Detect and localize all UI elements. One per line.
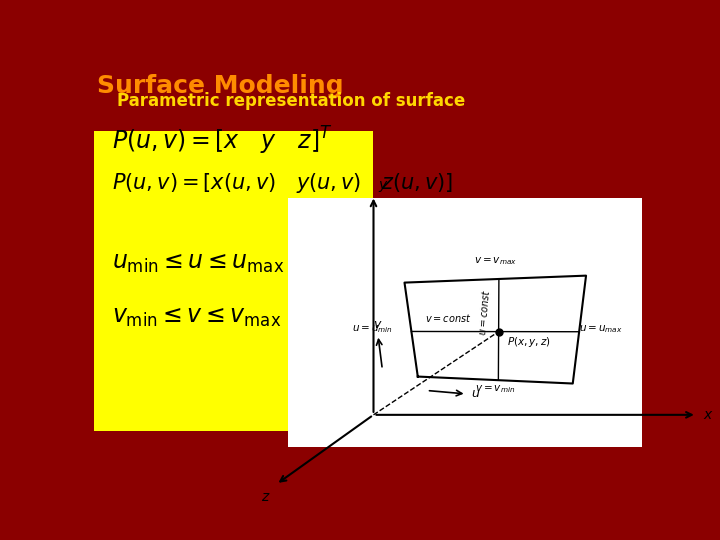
Text: $u=u_{max}$: $u=u_{max}$ [580,323,624,335]
Text: $v=v_{max}$: $v=v_{max}$ [474,255,517,267]
Bar [94,131,374,431]
Text: $u=const$: $u=const$ [476,288,492,336]
Text: $v=const$: $v=const$ [425,313,471,325]
Text: $u$: $u$ [471,388,480,401]
Text: $v=v_{min}$: $v=v_{min}$ [475,383,516,395]
Text: $P(u, v) = [x \quad y \quad z]^T$: $P(u, v) = [x \quad y \quad z]^T$ [112,125,333,157]
Text: $v_{\min} \leq v \leq v_{\max}$: $v_{\min} \leq v \leq v_{\max}$ [112,306,282,329]
Text: $P(u, v) = [x(u, v) \quad y(u, v) \quad z(u, v)]$: $P(u, v) = [x(u, v) \quad y(u, v) \quad … [112,171,454,195]
Text: z: z [261,490,269,504]
Text: $u=u_{min}$: $u=u_{min}$ [352,323,393,335]
Text: Surface Modeling: Surface Modeling [96,74,343,98]
Text: y: y [378,178,386,192]
Text: Parametric representation of surface: Parametric representation of surface [117,92,465,110]
Text: $P(x,y,z)$: $P(x,y,z)$ [508,335,552,349]
Text: x: x [703,408,711,422]
Text: $v$: $v$ [373,318,383,332]
Text: $u_{\min} \leq u \leq u_{\max}$: $u_{\min} \leq u \leq u_{\max}$ [112,252,284,275]
Bar [288,198,642,447]
